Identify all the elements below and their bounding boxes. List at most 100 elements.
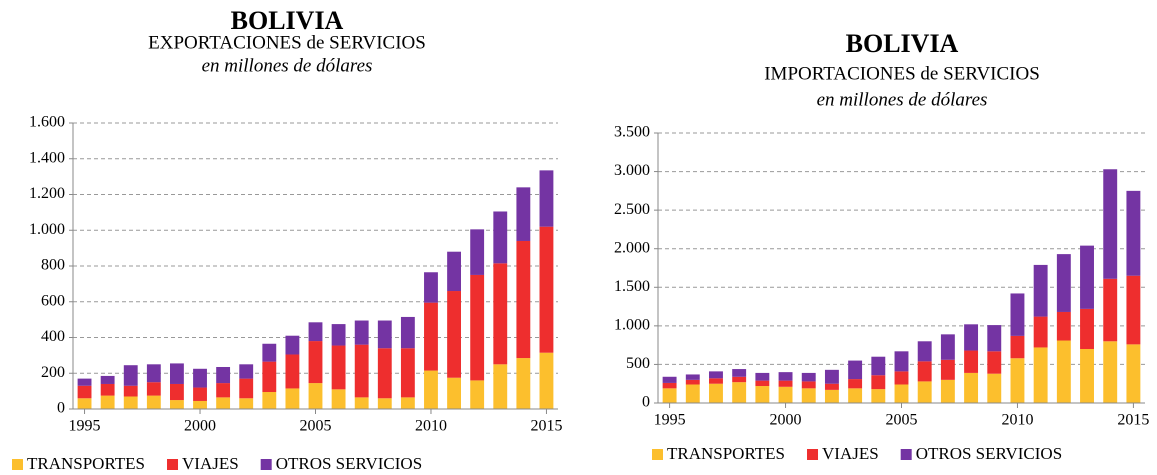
y-tick-label: 400 — [41, 328, 65, 345]
bar-segment — [400, 316, 415, 349]
bar-segment — [1080, 349, 1094, 403]
bar-segment — [801, 388, 816, 403]
bar-segment — [824, 389, 839, 403]
bar-segment — [940, 379, 955, 403]
y-tick-label: 1.500 — [614, 278, 650, 295]
bar-segment — [516, 240, 531, 359]
bar-segment — [940, 334, 955, 360]
bar-segment — [1033, 264, 1048, 317]
y-tick-label: 1.200 — [29, 185, 65, 202]
bar-segment — [1010, 293, 1025, 336]
legend-label: VIAJES — [182, 454, 239, 473]
bar-segment — [917, 381, 932, 403]
legend-label: VIAJES — [822, 444, 879, 463]
bar-segment — [447, 291, 461, 378]
bar-segment — [447, 377, 461, 409]
x-tick-label: 1995 — [69, 418, 101, 435]
bar-segment — [801, 372, 816, 382]
y-tick-label: 2.000 — [614, 239, 650, 256]
bar-segment — [216, 383, 231, 398]
legend-label: TRANSPORTES — [27, 454, 145, 473]
bar-segment — [146, 364, 161, 383]
bar-segment — [424, 272, 438, 303]
bar-segment — [470, 274, 485, 381]
legend-label: OTROS SERVICIOS — [916, 444, 1062, 463]
x-tick-label: 2005 — [886, 412, 918, 429]
bar-segment — [331, 345, 346, 390]
bar-segment — [493, 211, 508, 264]
bar-segment — [377, 320, 392, 349]
bar-segment — [331, 389, 346, 409]
x-tick-label: 2000 — [184, 418, 216, 435]
bar-segment — [778, 380, 793, 387]
y-tick-label: 200 — [41, 364, 65, 381]
y-tick-label: 0 — [57, 400, 65, 417]
bar-segment — [170, 400, 184, 409]
bar-segment — [894, 351, 909, 372]
y-tick-label: 1.600 — [29, 114, 65, 131]
bar-segment — [848, 360, 863, 380]
chart-note: en millones de dólares — [817, 89, 988, 110]
bar-segment — [709, 378, 723, 384]
bar-segment — [1103, 341, 1118, 403]
bar-segment — [193, 387, 207, 401]
legend-label: OTROS SERVICIOS — [276, 454, 422, 473]
bar-segment — [77, 398, 92, 409]
bar-segment — [354, 344, 369, 398]
bar-segment — [470, 229, 485, 275]
bar-segment — [400, 348, 415, 398]
bar-segment — [1080, 245, 1094, 309]
bar-segment — [285, 388, 300, 409]
bar-segment — [424, 302, 438, 371]
legend-swatch — [807, 449, 819, 460]
bar-segment — [470, 380, 485, 409]
chart-title: BOLIVIA — [846, 29, 959, 58]
bar-segment — [685, 384, 700, 403]
bar-segment — [1056, 340, 1071, 403]
y-tick-label: 2.500 — [614, 201, 650, 218]
bar-segment — [709, 383, 723, 403]
bar-segment — [308, 322, 323, 342]
chart-note: en millones de dólares — [202, 55, 373, 76]
bar-segment — [1056, 254, 1071, 312]
bar-segment — [100, 375, 115, 384]
bar-segment — [1010, 358, 1025, 403]
bar-segment — [732, 382, 747, 403]
bar-segment — [1033, 316, 1048, 348]
bar-segment — [871, 375, 886, 390]
legend-swatch — [652, 449, 663, 460]
bar-segment — [493, 364, 508, 409]
y-tick-label: 600 — [41, 292, 65, 309]
bar-segment — [755, 380, 770, 387]
bar-segment — [1103, 169, 1118, 279]
bar-segment — [331, 324, 346, 346]
bar-segment — [516, 358, 531, 409]
bar-segment — [424, 370, 438, 409]
bar-segment — [308, 383, 323, 409]
bar-segment — [539, 226, 554, 353]
bar-segment — [871, 389, 886, 403]
bar-segment — [146, 395, 161, 409]
bar-segment — [848, 388, 863, 403]
bar-segment — [685, 379, 700, 385]
y-tick-label: 1.000 — [614, 317, 650, 334]
y-tick-label: 1.400 — [29, 149, 65, 166]
bar-segment — [1126, 344, 1141, 403]
bar-segment — [193, 400, 207, 409]
bar-segment — [493, 263, 508, 365]
bar-segment — [146, 382, 161, 396]
bar-segment — [516, 187, 531, 241]
chart-title: BOLIVIA — [231, 6, 344, 35]
bar-segment — [685, 374, 700, 380]
bar-segment — [1126, 275, 1141, 345]
bar-segment — [170, 363, 184, 384]
bar-segment — [732, 376, 747, 383]
bar-segment — [1126, 190, 1141, 276]
bar-segment — [262, 361, 277, 393]
bar-segment — [400, 397, 415, 409]
x-tick-label: 2015 — [1117, 412, 1149, 429]
bar-segment — [662, 376, 677, 383]
bar-segment — [1080, 308, 1094, 349]
bar-segment — [77, 385, 92, 399]
bar-segment — [824, 369, 839, 384]
